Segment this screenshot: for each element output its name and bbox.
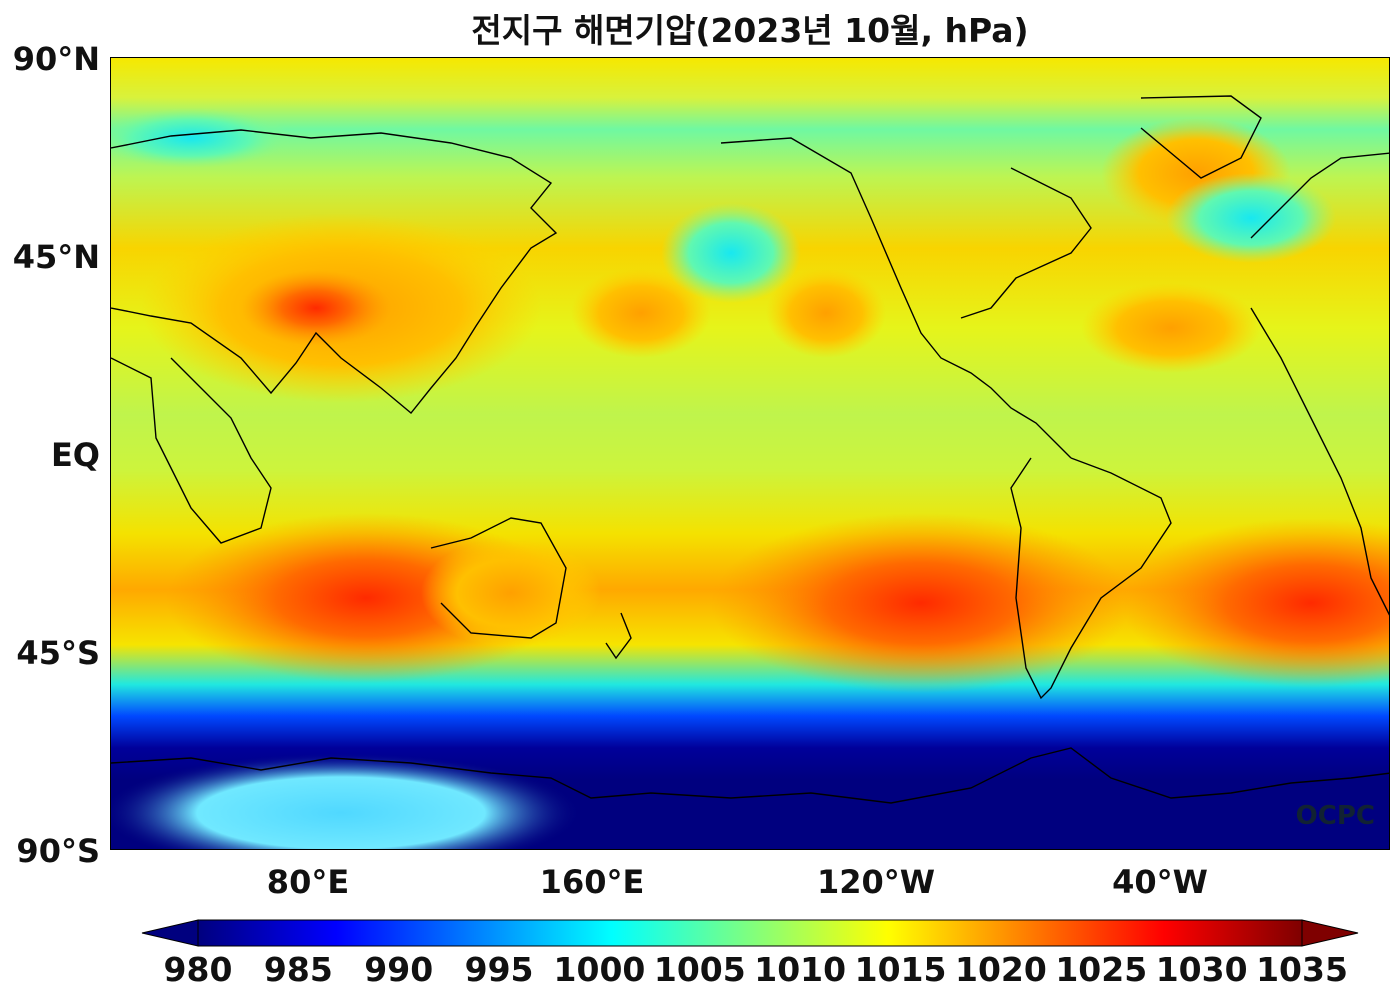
colorbar-tick-1030: 1030 [1155, 950, 1248, 989]
south-america [1010, 457, 1172, 700]
colorbar [141, 919, 1359, 947]
lon-tick-160e: 160°E [539, 863, 645, 901]
colorbar-tick-1015: 1015 [854, 950, 947, 989]
greenland [1140, 95, 1262, 179]
colorbar-tick-1000: 1000 [553, 950, 646, 989]
colorbar-tick-1005: 1005 [653, 950, 746, 989]
colorbar-tick-1025: 1025 [1055, 950, 1148, 989]
coastlines [111, 95, 1389, 804]
colorbar-tick-1020: 1020 [954, 950, 1047, 989]
australia [430, 517, 567, 639]
aleutian-low [661, 203, 801, 303]
siberian-arctic-low [111, 108, 291, 168]
lat-tick-90n: 90°N [12, 40, 100, 78]
lat-tick-90s: 90°S [16, 832, 100, 870]
north-america-west [720, 137, 1072, 459]
europe-coast [1250, 152, 1389, 239]
lon-tick-80e: 80°E [266, 863, 350, 901]
north-pacific-high-west [571, 268, 711, 358]
colorbar-tick-985: 985 [263, 950, 333, 989]
new-zealand [605, 612, 632, 660]
south-atlantic-high [1121, 518, 1389, 688]
africa-west-coast [1250, 307, 1389, 616]
ocpc-logo: OCPC [1295, 801, 1375, 831]
antarctica-coast [111, 747, 1389, 804]
africa-east-coast [111, 357, 272, 544]
north-america-east [960, 167, 1092, 319]
colorbar-max-extend [1301, 919, 1359, 947]
east-antarctic-high [111, 753, 581, 849]
colorbar-tick-990: 990 [364, 950, 434, 989]
colorbar-tick-980: 980 [163, 950, 233, 989]
colorbar-tick-1010: 1010 [754, 950, 847, 989]
colorbar-tick-1035: 1035 [1256, 950, 1348, 989]
lon-tick-120w: 120°W [816, 863, 936, 901]
australia-ridge [421, 538, 601, 648]
colorbar-tick-995: 995 [464, 950, 534, 989]
eurasia-coast [111, 129, 558, 414]
lat-tick-45s: 45°S [16, 634, 100, 672]
lat-tick-eq: EQ [50, 436, 100, 474]
colorbar-min-extend [141, 919, 199, 947]
pressure-map: OCPC [110, 57, 1390, 850]
north-pacific-high-east [766, 268, 886, 358]
lat-tick-45n: 45°N [12, 238, 100, 276]
lon-tick-40w: 40°W [1112, 863, 1208, 901]
colorbar-gradient [197, 919, 1303, 947]
icelandic-low [1166, 173, 1336, 263]
map-title: 전지구 해면기압(2023년 10월, hPa) [471, 11, 1029, 50]
mongolia-high [241, 270, 391, 346]
south-pacific-high [711, 513, 1131, 693]
azores-high [1081, 283, 1261, 373]
